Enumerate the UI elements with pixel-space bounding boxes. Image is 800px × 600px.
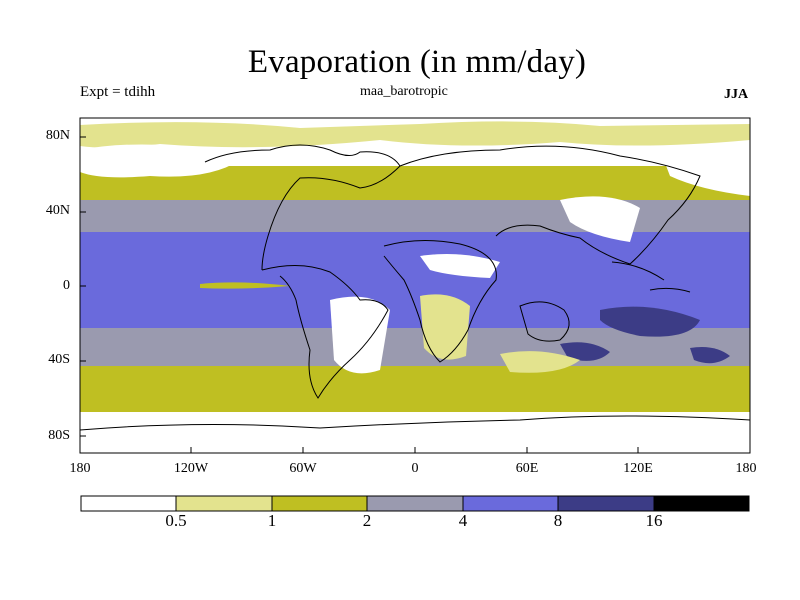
colorbar-label-8: 8 xyxy=(553,511,563,530)
coastline-eurasia xyxy=(399,145,701,265)
field-fill-sahara-dry xyxy=(420,254,500,278)
colorbar-swatch-1 xyxy=(176,496,272,511)
colorbar-swatch-4 xyxy=(463,496,558,511)
lon-label-180e: 180 xyxy=(735,461,757,476)
field-fill-sio-high-2 xyxy=(560,342,610,361)
lon-label-120w: 120W xyxy=(173,461,209,476)
lat-label-0: 0 xyxy=(63,278,70,293)
colorbar-swatch-2 xyxy=(272,496,367,511)
coastline-africa xyxy=(383,239,497,363)
field-fill-asia-dry xyxy=(560,196,640,242)
colorbar-label-16: 16 xyxy=(645,511,663,530)
colorbar-label-1: 1 xyxy=(267,511,277,530)
field-fill-sio-high xyxy=(600,306,700,337)
field-fill-nh-white-east xyxy=(660,144,750,196)
axis-ticks xyxy=(79,136,751,453)
lat-label-40s: 40S xyxy=(48,352,70,367)
run-name: maa_barotropic xyxy=(360,84,448,99)
coastline-australia xyxy=(519,301,570,342)
map-title: Evaporation (in mm/day) xyxy=(247,44,587,80)
colorbar xyxy=(80,495,750,512)
colorbar-swatch-6 xyxy=(654,496,749,511)
lon-label-0: 0 xyxy=(411,461,419,476)
field-fill-antarctic xyxy=(80,412,750,453)
colorbar-swatch-0 xyxy=(81,496,176,511)
field-fill-samerica-dry xyxy=(330,296,390,374)
field-fill-arctic-edge xyxy=(80,121,750,148)
coastline-south-america xyxy=(261,264,389,399)
season-label: JJA xyxy=(724,87,749,102)
map-field xyxy=(80,118,750,453)
coastline-maritime-continent xyxy=(611,261,691,293)
colorbar-swatch-5 xyxy=(558,496,654,511)
field-fill-australia-dry xyxy=(500,351,580,373)
coastlines xyxy=(79,144,751,431)
lon-label-60e: 60E xyxy=(515,461,539,476)
field-fill-africa-dry xyxy=(420,294,470,360)
field-fill-nh-mid xyxy=(80,200,750,232)
lat-label-80s: 80S xyxy=(48,428,70,443)
lon-label-180w: 180 xyxy=(69,461,91,476)
field-fill-sh-high xyxy=(80,366,750,412)
colorbar-label-0-5: 0.5 xyxy=(165,511,187,530)
lat-label-40n: 40N xyxy=(45,203,70,218)
colorbar-swatch-3 xyxy=(367,496,463,511)
experiment-label: Expt = tdihh xyxy=(80,84,156,100)
lon-label-60w: 60W xyxy=(289,461,317,476)
field-fill-equator-streak xyxy=(200,282,290,289)
field-fill-nh-white-west xyxy=(80,144,240,178)
colorbar-frame xyxy=(80,495,750,512)
lat-label-80n: 80N xyxy=(45,128,70,143)
coastline-antarctica xyxy=(79,415,751,431)
lon-label-120e: 120E xyxy=(623,461,653,476)
field-fill-sio-high-3 xyxy=(690,347,730,364)
colorbar-label-2: 2 xyxy=(362,511,372,530)
colorbar-label-4: 4 xyxy=(458,511,468,530)
